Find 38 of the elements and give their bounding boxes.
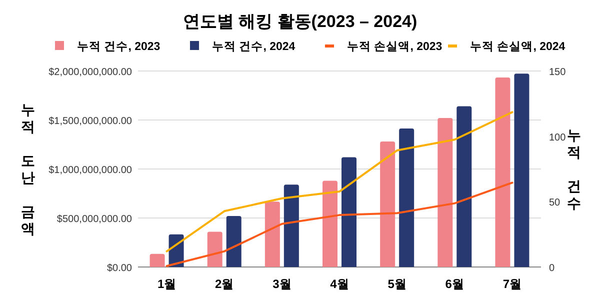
legend-label: 누적 손실액, 2024 — [470, 40, 566, 53]
text: 누적 건수 — [567, 127, 581, 211]
bar — [514, 74, 530, 267]
line-series — [166, 182, 514, 268]
bar — [284, 184, 299, 267]
bar — [495, 78, 510, 267]
y2-tick-label: 100 — [549, 132, 566, 144]
x-tick-label: 3월 — [272, 277, 292, 291]
text: 누적 도난 금액 — [21, 102, 35, 236]
x-tick-label: 6월 — [445, 277, 464, 291]
bar — [264, 202, 280, 267]
x-tick-label: 5월 — [388, 277, 406, 291]
bar — [322, 180, 338, 267]
bar — [226, 216, 242, 267]
bar — [380, 142, 396, 267]
y-tick-label: $1,500,000,000.00 — [48, 116, 132, 127]
legend-label: 누적 건수, 2023 — [77, 40, 160, 53]
x-tick-label: 4월 — [330, 277, 349, 291]
legend-label: 누적 손실액, 2023 — [347, 40, 442, 53]
chart-title: 연도별 해킹 활동(2023 – 2024) — [182, 12, 418, 31]
y-tick-label: $1,000,000,000.00 — [48, 165, 132, 176]
y2-tick-label: 50 — [549, 198, 561, 209]
y-tick-label: $2,000,000,000.00 — [48, 67, 132, 78]
bar — [342, 157, 356, 267]
x-tick-label: 1월 — [157, 277, 176, 291]
bar — [207, 232, 222, 267]
bar — [438, 118, 453, 267]
y2-tick-label: 150 — [549, 67, 566, 78]
bar — [150, 254, 165, 267]
legend-label: 누적 건수, 2024 — [212, 40, 296, 53]
bar — [399, 128, 414, 267]
x-tick-label: 2월 — [215, 277, 234, 291]
bar — [456, 106, 472, 267]
y-tick-label: $500,000,000.00 — [56, 214, 132, 225]
x-tick-label: 7월 — [502, 277, 522, 291]
y2-tick-label: 0 — [549, 263, 555, 274]
y-tick-label: $0.00 — [106, 263, 132, 274]
line-series — [166, 111, 514, 252]
